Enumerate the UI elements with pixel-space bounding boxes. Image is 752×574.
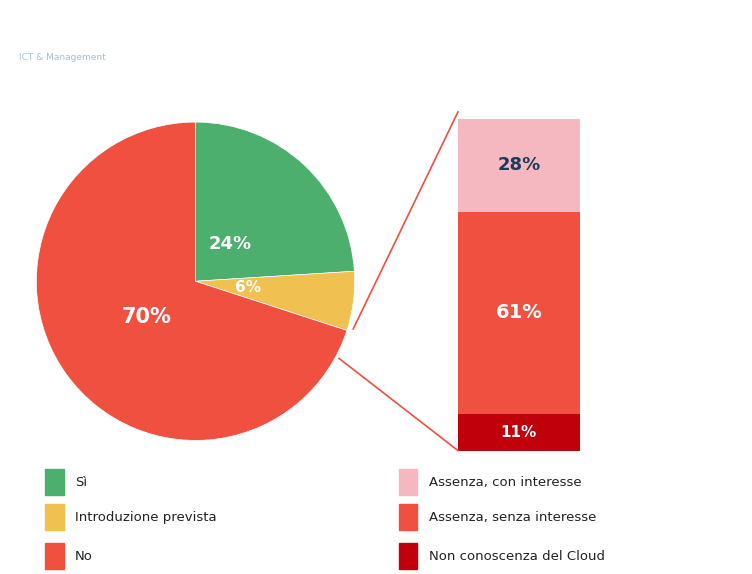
Text: No: No bbox=[75, 550, 93, 563]
Bar bbox=[458, 119, 580, 212]
Text: Assenza, con interesse: Assenza, con interesse bbox=[429, 476, 581, 488]
Bar bbox=[399, 469, 417, 495]
Text: OSSERVATORI: OSSERVATORI bbox=[19, 21, 111, 34]
Bar bbox=[45, 469, 64, 495]
Text: Sì: Sì bbox=[75, 476, 87, 488]
Text: 70%: 70% bbox=[122, 307, 171, 327]
Text: Assenza, senza interesse: Assenza, senza interesse bbox=[429, 511, 596, 524]
Text: 11%: 11% bbox=[501, 425, 537, 440]
Wedge shape bbox=[196, 272, 355, 331]
Text: Introduzione prevista: Introduzione prevista bbox=[75, 511, 217, 524]
Wedge shape bbox=[36, 122, 347, 440]
Text: 61%: 61% bbox=[496, 303, 542, 323]
Text: 6%: 6% bbox=[235, 280, 261, 296]
Bar bbox=[399, 543, 417, 569]
Wedge shape bbox=[196, 122, 354, 281]
Text: 24%: 24% bbox=[209, 235, 252, 253]
Text: 28%: 28% bbox=[497, 156, 541, 174]
Bar bbox=[45, 504, 64, 530]
Bar bbox=[399, 504, 417, 530]
Bar bbox=[45, 543, 64, 569]
Bar bbox=[458, 414, 580, 451]
Bar bbox=[458, 212, 580, 414]
Text: ICT & Management: ICT & Management bbox=[19, 53, 105, 62]
Text: All’interno della sua organizzazione sono presenti
iniziative di Cloud Computing: All’interno della sua organizzazione son… bbox=[207, 5, 636, 61]
Text: Non conoscenza del Cloud: Non conoscenza del Cloud bbox=[429, 550, 605, 563]
